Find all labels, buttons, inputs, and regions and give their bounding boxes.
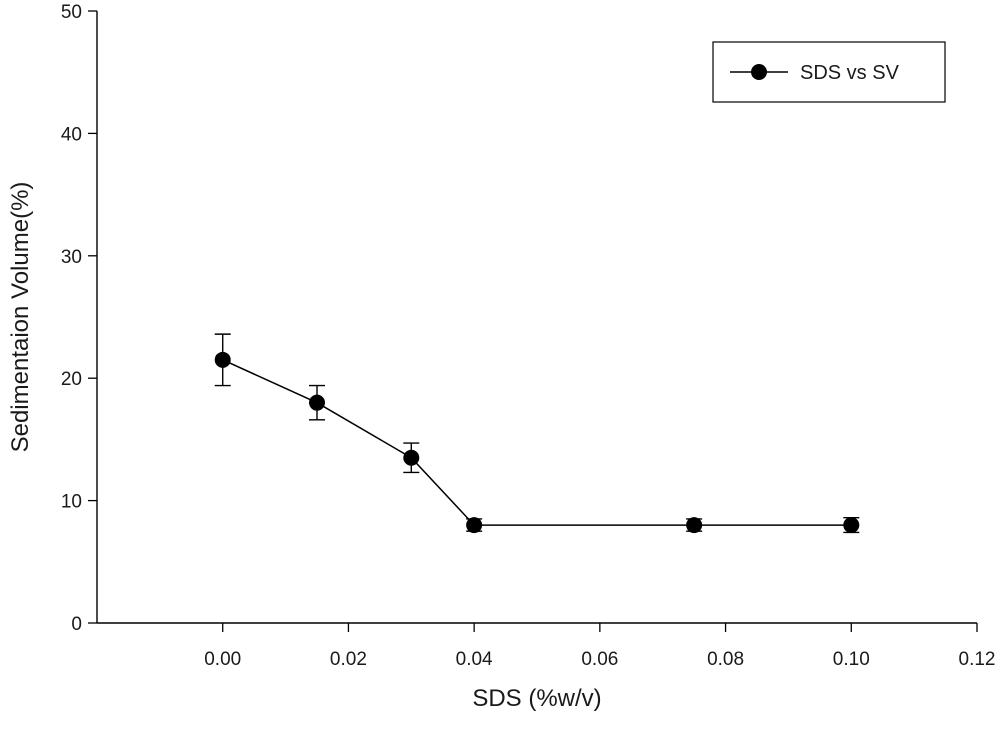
y-axis-label: Sedimentaion Volume(%) [7, 182, 34, 453]
y-tick-label: 50 [61, 2, 82, 23]
x-tick-label: 0.02 [330, 649, 367, 670]
x-axis-label: SDS (%w/v) [472, 685, 601, 712]
y-tick-label: 20 [61, 369, 82, 390]
x-tick-label: 0.06 [581, 649, 618, 670]
y-tick-label: 0 [71, 614, 82, 635]
y-tick-label: 10 [61, 492, 82, 513]
data-point [843, 517, 860, 534]
x-tick-label: 0.04 [456, 649, 493, 670]
series-line [222, 359, 852, 526]
series-layer [214, 333, 860, 534]
data-point [214, 351, 231, 368]
data-point [466, 517, 483, 534]
plot-frame [96, 11, 977, 624]
y-axis-ticks: 0 10 20 30 40 50 [61, 2, 97, 635]
legend-label: SDS vs SV [800, 62, 900, 84]
x-tick-label: 0.08 [707, 649, 744, 670]
data-point [403, 449, 420, 466]
y-tick-label: 40 [61, 124, 82, 145]
y-tick-label: 30 [61, 247, 82, 268]
x-tick-label: 0.00 [204, 649, 241, 670]
x-axis-ticks: 0.00 0.02 0.04 0.06 0.08 0.10 0.12 [204, 623, 995, 670]
data-point [686, 517, 703, 534]
x-tick-label: 0.12 [959, 649, 996, 670]
legend-marker [751, 64, 767, 80]
data-point [309, 394, 325, 411]
x-tick-label: 0.10 [833, 649, 870, 670]
legend: SDS vs SV [712, 41, 946, 103]
